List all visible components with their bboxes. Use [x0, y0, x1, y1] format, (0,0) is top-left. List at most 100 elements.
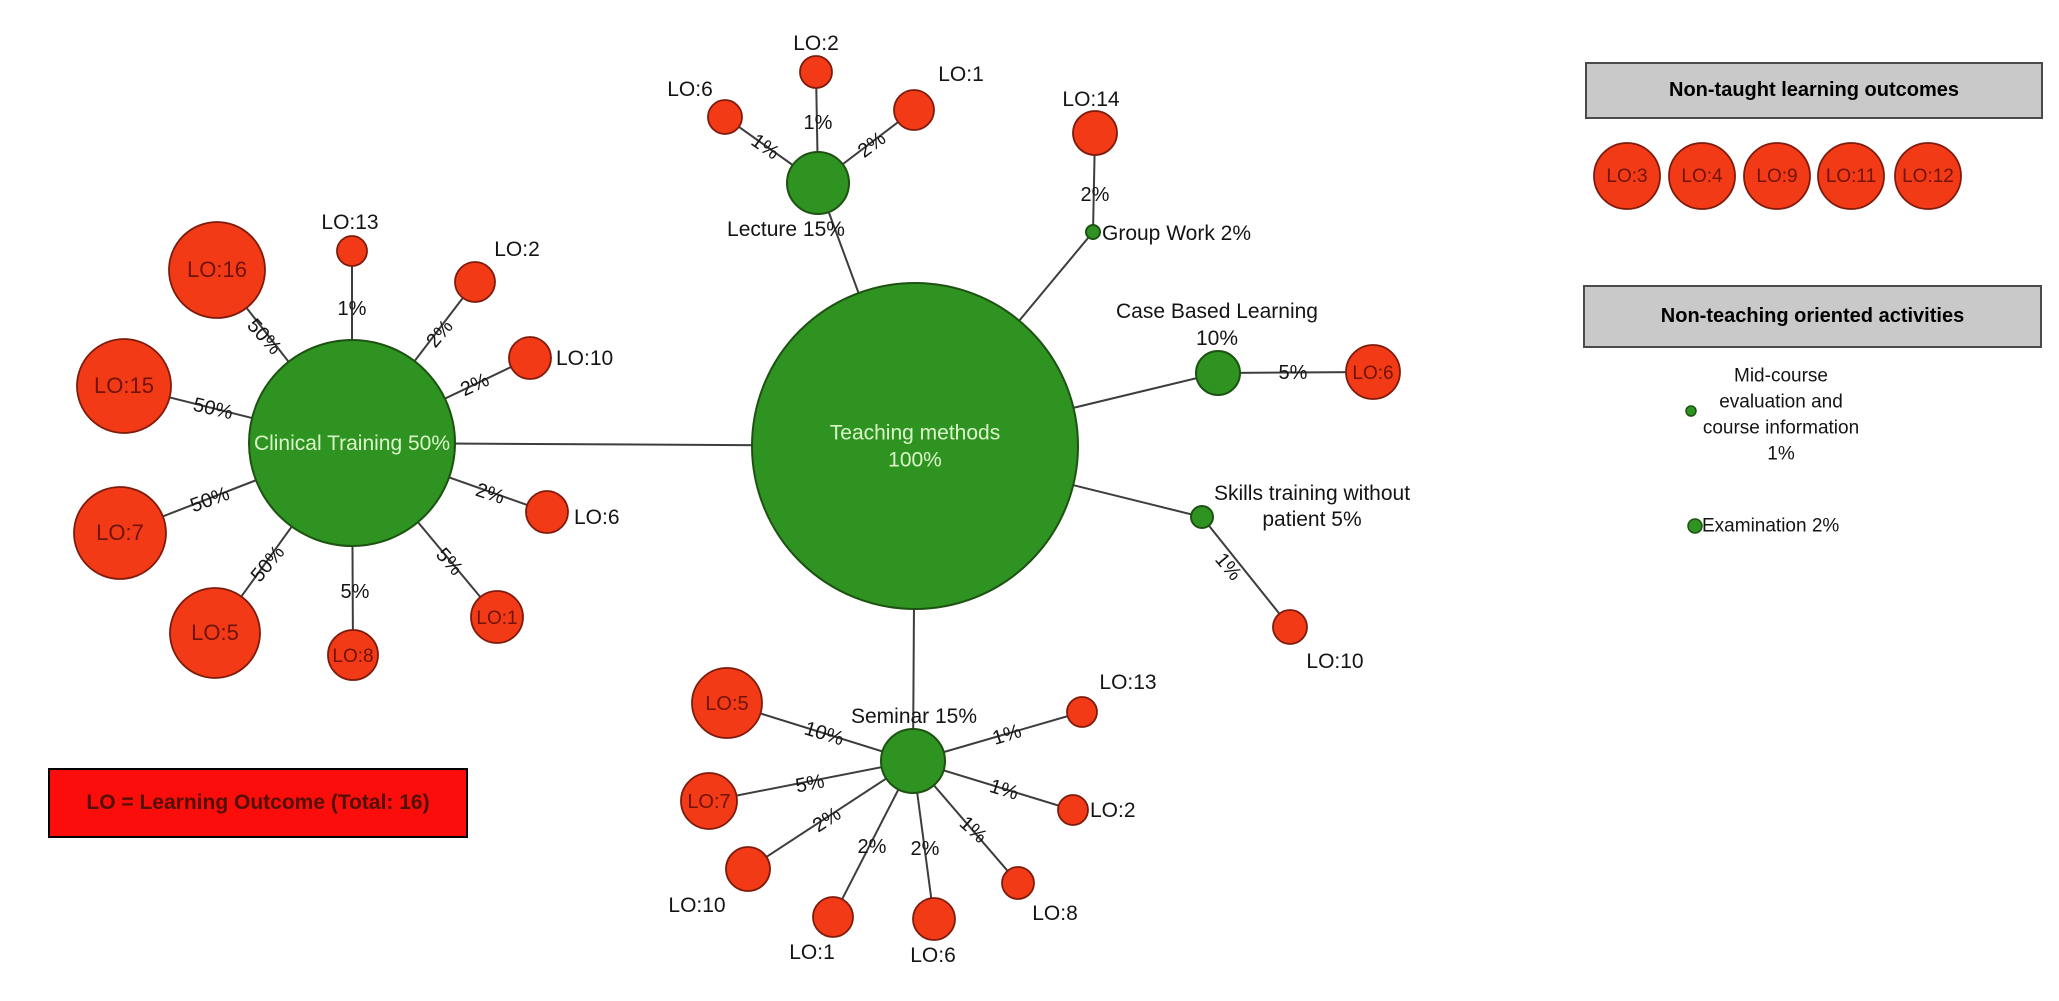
node-s-lo10: [1272, 609, 1308, 645]
node-label-c-lo15: LO:15: [94, 373, 154, 398]
node-label-clinical: Clinical Training 50%: [254, 432, 450, 455]
node-caption-se-lo8: LO:8: [1032, 902, 1078, 925]
legend-outcome-label-3: LO:11: [1826, 166, 1876, 187]
node-c-lo1: [470, 590, 524, 644]
node-se-lo1: [812, 896, 854, 938]
edge-label-seminar-se-lo1: 2%: [858, 836, 887, 858]
legend-dot-examination: [1687, 518, 1703, 534]
node-caption-l-lo2: LO:2: [793, 32, 839, 55]
non-taught-learning-outcomes-header: Non-taught learning outcomes: [1585, 62, 2043, 119]
edge-label-skills-s-lo10: 1%: [1210, 549, 1246, 585]
node-label-c-lo1: LO:1: [476, 608, 517, 629]
legend-text-examination: Examination 2%: [1702, 516, 1839, 537]
node-caption-l-lo1: LO:1: [938, 63, 984, 86]
node-groupwork: [1085, 224, 1101, 240]
legend-outcome-label-0: LO:3: [1606, 166, 1647, 187]
node-caption-groupwork: Group Work 2%: [1102, 222, 1251, 245]
node-cb-lo6: [1345, 344, 1401, 400]
edge-label-lecture-l-lo6: 1%: [747, 130, 783, 165]
node-caption-s-lo10: LO:10: [1306, 650, 1363, 673]
node-caption-c-lo10: LO:10: [556, 347, 613, 370]
node-label-se-lo7: LO:7: [687, 791, 730, 813]
edge-seminar-se-lo7: [708, 760, 914, 802]
node-label-teaching: 100%: [888, 449, 942, 472]
node-clinical: [248, 339, 456, 547]
node-caption-lecture: Lecture 15%: [727, 218, 845, 241]
node-se-lo13: [1066, 696, 1098, 728]
legend-outcome-circle-0: [1593, 142, 1661, 210]
node-c-lo8: [327, 629, 379, 681]
node-se-lo2: [1057, 794, 1089, 826]
node-label-cb-lo6: LO:6: [1352, 363, 1393, 384]
node-caption-se-lo1: LO:1: [789, 941, 835, 964]
legend-outcome-circle-2: [1743, 142, 1811, 210]
edge-label-seminar-se-lo2: 1%: [987, 775, 1021, 805]
node-se-lo7: [680, 772, 738, 830]
node-g-lo14: [1072, 110, 1118, 156]
lo-key-label: LO = Learning Outcome (Total: 16): [86, 791, 430, 814]
edge-skills-s-lo10: [1201, 516, 1291, 628]
node-caption-skills: patient 5%: [1262, 508, 1361, 531]
edge-label-clinical-c-lo15: 50%: [191, 394, 235, 424]
node-caption-seminar: Seminar 15%: [851, 705, 977, 728]
node-c-lo15: [76, 338, 172, 434]
node-c-lo7: [73, 486, 167, 580]
edge-label-clinical-c-lo2: 2%: [422, 316, 458, 352]
edge-label-seminar-se-lo7: 5%: [794, 770, 827, 797]
node-c-lo10: [508, 336, 552, 380]
node-se-lo10: [725, 846, 771, 892]
node-c-lo16: [168, 221, 266, 319]
edge-label-cbl-cb-lo6: 5%: [1279, 362, 1308, 384]
legend-dot-midcourse: [1685, 405, 1697, 417]
node-l-lo6: [707, 99, 743, 135]
node-label-c-lo7: LO:7: [96, 520, 144, 545]
node-caption-g-lo14: LO:14: [1062, 88, 1120, 111]
non-teaching-title: Non-teaching oriented activities: [1660, 305, 1965, 327]
node-skills: [1190, 505, 1214, 529]
node-label-c-lo16: LO:16: [187, 257, 247, 282]
edge-label-clinical-c-lo7: 50%: [187, 483, 232, 517]
node-cbl: [1195, 350, 1241, 396]
node-c-lo2: [454, 261, 496, 303]
node-label-c-lo8: LO:8: [332, 646, 373, 667]
node-caption-se-lo6: LO:6: [910, 944, 956, 967]
edge-label-seminar-se-lo5: 10%: [802, 718, 847, 751]
node-seminar: [880, 728, 946, 794]
node-se-lo5: [691, 667, 763, 739]
edge-label-clinical-c-lo16: 50%: [242, 315, 285, 360]
node-teaching: [751, 282, 1079, 610]
node-lecture: [786, 151, 850, 215]
edge-label-groupwork-g-lo14: 2%: [1081, 184, 1110, 206]
edge-label-clinical-c-lo10: 2%: [457, 369, 493, 401]
edge-label-seminar-se-lo13: 1%: [990, 720, 1024, 750]
edge-label-clinical-c-lo8: 5%: [341, 581, 370, 603]
node-label-teaching: Teaching methods: [830, 422, 1000, 445]
node-label-se-lo5: LO:5: [705, 693, 748, 715]
node-caption-c-lo6: LO:6: [574, 506, 620, 529]
node-l-lo1: [893, 89, 935, 131]
node-l-lo2: [799, 55, 833, 89]
legend-text-midcourse: 1%: [1767, 444, 1795, 465]
node-label-c-lo5: LO:5: [191, 620, 239, 645]
edge-label-lecture-l-lo2: 1%: [804, 112, 833, 134]
node-caption-c-lo13: LO:13: [321, 211, 378, 234]
node-se-lo6: [912, 897, 956, 941]
legend-outcome-label-1: LO:4: [1681, 166, 1723, 187]
legend-outcome-circle-3: [1817, 142, 1885, 210]
edge-label-clinical-c-lo13: 1%: [338, 298, 367, 320]
node-caption-c-lo2: LO:2: [494, 238, 540, 261]
legend-outcome-circle-1: [1668, 142, 1736, 210]
node-c-lo13: [336, 235, 368, 267]
legend-text-midcourse: course information: [1703, 418, 1859, 439]
edge-label-seminar-se-lo6: 2%: [911, 838, 940, 860]
legend-text-midcourse: evaluation and: [1719, 392, 1843, 413]
node-caption-cbl: Case Based Learning: [1116, 300, 1318, 323]
node-caption-cbl: 10%: [1196, 327, 1238, 350]
node-c-lo5: [169, 587, 261, 679]
lo-key-box: LO = Learning Outcome (Total: 16): [48, 768, 468, 838]
edge-label-clinical-c-lo6: 2%: [473, 479, 507, 509]
node-caption-l-lo6: LO:6: [667, 78, 713, 101]
legend-outcome-label-4: LO:12: [1902, 166, 1954, 187]
